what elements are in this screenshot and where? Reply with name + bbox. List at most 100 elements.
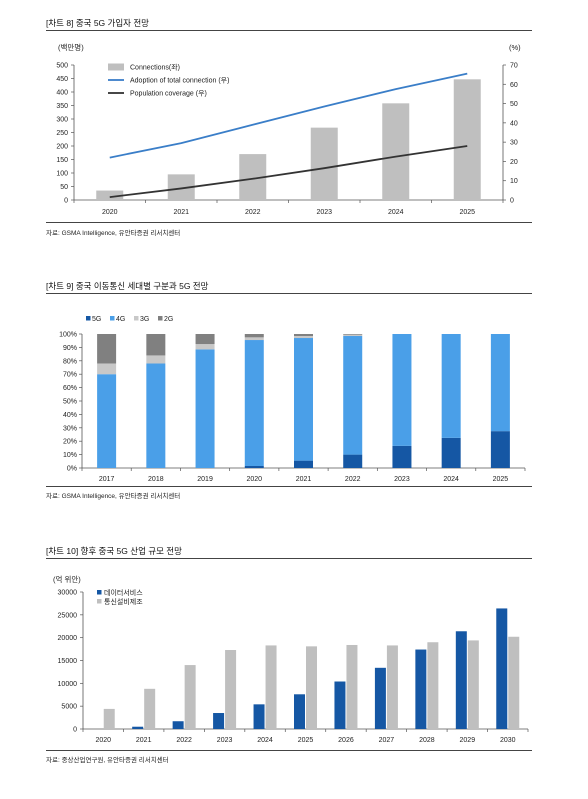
chart-9-bar-2g: [294, 334, 313, 337]
chart-8-legend-label: Population coverage (우): [130, 90, 207, 98]
chart-9-bar-2g: [97, 334, 117, 364]
chart-8-left-tick-label: 150: [56, 157, 68, 164]
chart-9-y-tick-label: 30%: [63, 425, 77, 432]
chart-10-x-tick-label: 2029: [460, 737, 476, 744]
chart-9-bar-3g: [294, 336, 313, 339]
chart-9-bar-4g: [146, 363, 166, 468]
chart-8-source: 자료: GSMA Intelligence, 유안타증권 리서치센터: [46, 230, 181, 237]
chart-9-bottom-rule: [46, 486, 532, 487]
chart-9-source: 자료: GSMA Intelligence, 유안타증권 리서치센터: [46, 493, 181, 500]
chart-8-x-tick-label: 2025: [459, 209, 475, 216]
chart-10-bar-telecom-equipment: [346, 644, 358, 729]
chart-10-bar-data-service: [374, 667, 386, 729]
chart-9-legend-label: 4G: [116, 316, 125, 323]
chart-9-bar-3g: [343, 334, 363, 337]
chart-10-bar-data-service: [334, 681, 346, 729]
chart-9-y-tick-label: 60%: [63, 385, 77, 392]
chart-10-bar-data-service: [496, 608, 508, 729]
chart-10-legend-label: 통신설비제조: [104, 597, 143, 606]
chart-8-legend-label: Adoption of total connection (우): [130, 77, 229, 85]
chart-9-bar-4g: [343, 336, 363, 455]
chart-8-right-tick-label: 50: [510, 101, 518, 108]
chart-9-bar-3g: [195, 344, 215, 350]
chart-9-y-tick-label: 10%: [63, 452, 77, 459]
chart-9-bar-3g: [146, 355, 166, 364]
chart-9-title: [차트 9] 중국 이동통신 세대별 구분과 5G 전망: [46, 281, 209, 291]
chart-10-bar-telecom-equipment: [508, 636, 520, 729]
chart-10-bar-telecom-equipment: [265, 645, 277, 729]
chart-8-left-tick-label: 100: [56, 171, 68, 178]
chart-10-bar-telecom-equipment: [184, 665, 196, 729]
chart-8-legend-label: Connections(좌): [130, 63, 180, 72]
chart-9-y-tick-label: 80%: [63, 358, 77, 365]
chart-8-left-tick-label: 350: [56, 103, 68, 110]
chart-10-x-tick-label: 2028: [419, 737, 435, 744]
chart-8-right-tick-label: 30: [510, 140, 518, 147]
chart-10-bar-telecom-equipment: [427, 642, 439, 729]
chart-9-x-tick-label: 2021: [296, 476, 312, 483]
chart-8-svg: (백만명) (%) 0 50 100 150 200 250 300 350 400 450 500 0 1…: [56, 42, 521, 216]
chart-10-y-tick-label: 20000: [58, 635, 78, 642]
chart-10-x-tick-label: 2030: [500, 737, 516, 744]
chart-9-bar-2g: [195, 334, 215, 345]
chart-10-top-rule: [46, 558, 532, 559]
chart-10-bar-telecom-equipment: [225, 649, 237, 729]
chart-9-svg: 0% 10% 20% 30% 40% 50% 60% 70% 80% 90% 100% 2017 201…: [59, 316, 526, 483]
chart-9-y-tick-label: 0%: [67, 466, 77, 473]
chart-8-left-tick-label: 0: [64, 198, 68, 205]
chart-9-legend-swatch: [158, 316, 163, 321]
chart-10-panel: [차트 10] 향후 중국 5G 산업 규모 전망 (억 위안) 0 5000 100…: [0, 540, 588, 780]
chart-9-legend-swatch: [134, 316, 139, 321]
chart-9-x-tick-label: 2020: [246, 476, 262, 483]
chart-9-bar-5g: [343, 454, 363, 468]
chart-9-bar-2g: [343, 334, 363, 335]
chart-9-bar-5g: [294, 460, 313, 468]
chart-9-bar-3g: [244, 337, 264, 341]
chart-9-bar-4g: [195, 349, 215, 468]
chart-8-bottom-rule: [46, 222, 532, 223]
chart-10-bar-telecom-equipment: [103, 708, 115, 729]
chart-8-left-tick-label: 450: [56, 76, 68, 83]
chart-10-bar-data-service: [213, 713, 225, 729]
chart-8-right-tick-label: 20: [510, 159, 518, 166]
chart-9-x-tick-label: 2018: [148, 476, 164, 483]
chart-9-y-tick-label: 40%: [63, 412, 77, 419]
chart-9-legend-swatch: [86, 316, 91, 321]
chart-8-left-tick-label: 500: [56, 63, 68, 70]
chart-8-legend-swatch: [108, 63, 124, 71]
chart-8-left-tick-label: 400: [56, 90, 68, 97]
chart-9-x-tick-label: 2023: [394, 476, 410, 483]
chart-8-x-tick-label: 2024: [388, 209, 404, 216]
chart-9-bar-5g: [441, 437, 461, 468]
chart-9-bar-5g: [490, 431, 510, 468]
chart-9-y-tick-label: 90%: [63, 345, 77, 352]
chart-10-bar-telecom-equipment: [467, 640, 479, 729]
chart-9-bar-5g: [392, 445, 412, 468]
chart-10-x-tick-label: 2021: [136, 737, 152, 744]
chart-10-bar-data-service: [172, 721, 184, 729]
chart-9-panel: [차트 9] 중국 이동통신 세대별 구분과 5G 전망 0% 10% 20% 30%…: [0, 270, 588, 510]
chart-8-line-population-coverage: [109, 145, 468, 199]
chart-8-bar-connections: [96, 190, 124, 200]
chart-10-x-tick-label: 2024: [257, 737, 273, 744]
chart-9-x-tick-label: 2019: [197, 476, 213, 483]
chart-10-bar-data-service: [294, 694, 305, 729]
chart-10-x-tick-label: 2023: [217, 737, 233, 744]
chart-9-bar-4g: [244, 340, 264, 466]
chart-9-bar-3g: [97, 363, 117, 375]
chart-10-legend-swatch: [97, 590, 102, 595]
chart-8-x-tick-label: 2020: [102, 209, 118, 216]
chart-9-y-tick-label: 100%: [59, 332, 77, 339]
chart-9-bar-4g: [97, 374, 117, 468]
chart-9-x-tick-label: 2017: [99, 476, 115, 483]
chart-8-right-tick-label: 70: [510, 63, 518, 70]
chart-8-left-tick-label: 50: [60, 184, 68, 191]
chart-10-y-tick-label: 10000: [58, 681, 78, 688]
chart-9-bar-2g: [146, 334, 166, 356]
chart-9-bar-4g: [392, 334, 412, 446]
chart-10-x-tick-label: 2025: [298, 737, 314, 744]
chart-10-y-tick-label: 30000: [58, 590, 78, 597]
chart-8-right-tick-label: 40: [510, 120, 518, 127]
chart-10-x-tick-label: 2020: [95, 737, 111, 744]
chart-10-y-axis-unit: (억 위안): [53, 574, 81, 584]
